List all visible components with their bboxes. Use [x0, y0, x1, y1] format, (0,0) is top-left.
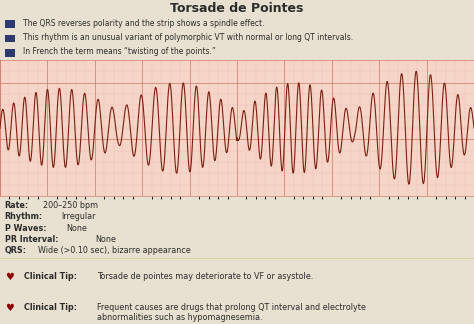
Text: Frequent causes are drugs that prolong QT interval and electrolyte
abnormalities: Frequent causes are drugs that prolong Q… — [97, 303, 366, 322]
Text: None: None — [66, 224, 87, 233]
Text: Rate:: Rate: — [5, 201, 29, 210]
Text: None: None — [95, 235, 116, 244]
Text: The QRS reverses polarity and the strip shows a spindle effect.: The QRS reverses polarity and the strip … — [23, 19, 264, 28]
Text: Wide (>0.10 sec), bizarre appearance: Wide (>0.10 sec), bizarre appearance — [38, 247, 191, 256]
Text: 200–250 bpm: 200–250 bpm — [43, 201, 98, 210]
Text: This rhythm is an unusual variant of polymorphic VT with normal or long QT inter: This rhythm is an unusual variant of pol… — [23, 33, 353, 42]
Text: Clinical Tip:: Clinical Tip: — [24, 272, 77, 281]
Text: ♥: ♥ — [5, 272, 13, 282]
Text: ♥: ♥ — [5, 303, 13, 313]
Text: P Waves:: P Waves: — [5, 224, 46, 233]
Text: QRS:: QRS: — [5, 247, 27, 256]
Text: Clinical Tip:: Clinical Tip: — [24, 303, 77, 312]
Text: In French the term means “twisting of the points.”: In French the term means “twisting of th… — [23, 47, 216, 56]
Text: PR Interval:: PR Interval: — [5, 235, 58, 244]
Bar — [5, 49, 15, 57]
Text: Irregular: Irregular — [62, 212, 96, 221]
Text: Torsade de Pointes: Torsade de Pointes — [170, 2, 304, 16]
Text: Rhythm:: Rhythm: — [5, 212, 43, 221]
Text: Torsade de pointes may deteriorate to VF or asystole.: Torsade de pointes may deteriorate to VF… — [97, 272, 313, 281]
Bar — [5, 20, 15, 28]
Bar — [5, 35, 15, 42]
